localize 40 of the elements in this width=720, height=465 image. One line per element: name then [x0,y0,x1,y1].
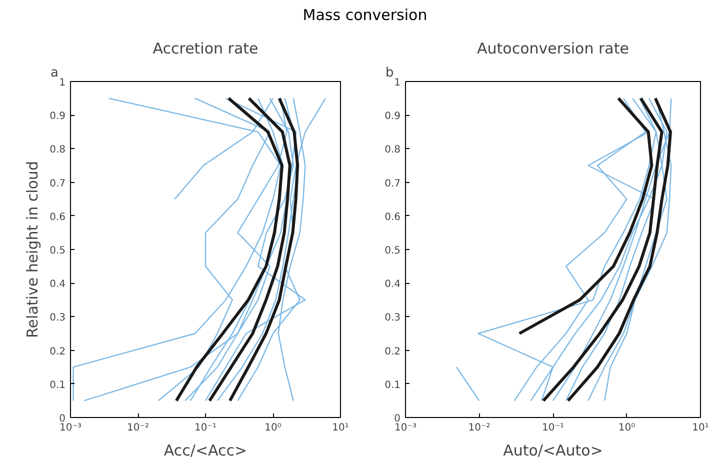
y-tick-label: 0.5 [384,246,401,256]
chart-subtitle: Mass conversion [302,5,428,26]
x-tick-label: 10¹ [692,422,709,434]
y-tick-label: 0.9 [50,111,66,122]
y-tick-label: 0.6 [384,212,401,223]
y-tick-label: 0.6 [50,212,66,223]
text: b [386,66,394,80]
y-tick-label: 0.5 [50,246,66,256]
y-tick-label: 0.2 [50,346,66,358]
y-tick-label: 0.8 [384,144,401,156]
x-tick-label: 10⁻² [126,422,150,434]
y-axis-title: Relative height in cloud [24,161,42,338]
x-tick-label: 10⁰ [618,422,636,434]
y-tick-label: 0.8 [50,144,66,156]
y-tick-label: 0.4 [384,279,401,290]
y-tick-label: 0.3 [384,312,401,324]
x-tick-label: 10⁻² [468,422,490,434]
y-tick-label: 0 [59,414,66,424]
x-tick-label: 10¹ [332,422,349,434]
y-tick-label: 0.1 [384,380,401,391]
chart-title: Accretion rate [152,40,258,58]
text: a [50,66,58,80]
y-tick-label: 0.2 [384,346,401,358]
y-tick-label: 1 [394,78,401,88]
x-axis-title: Auto/<Auto> [503,442,603,460]
x-tick-label: 10⁰ [264,422,282,434]
x-tick-label: 10⁻¹ [194,422,217,434]
y-tick-label: 0.4 [50,279,66,290]
chart-title: Autoconversion rate [477,40,629,58]
x-tick-label: 10⁻³ [59,422,82,434]
y-tick-label: 0.1 [50,380,66,391]
y-tick-label: 0.3 [50,312,66,324]
y-tick-label: 0.7 [50,178,66,190]
y-tick-label: 0 [394,414,401,424]
y-tick-label: 0.9 [384,111,401,122]
x-tick-label: 10⁻¹ [542,422,564,434]
y-tick-label: 1 [59,78,66,88]
x-axis-title: Acc/<Acc> [164,442,248,460]
x-tick-label: 10⁻³ [394,422,417,434]
y-tick-label: 0.7 [384,178,401,190]
